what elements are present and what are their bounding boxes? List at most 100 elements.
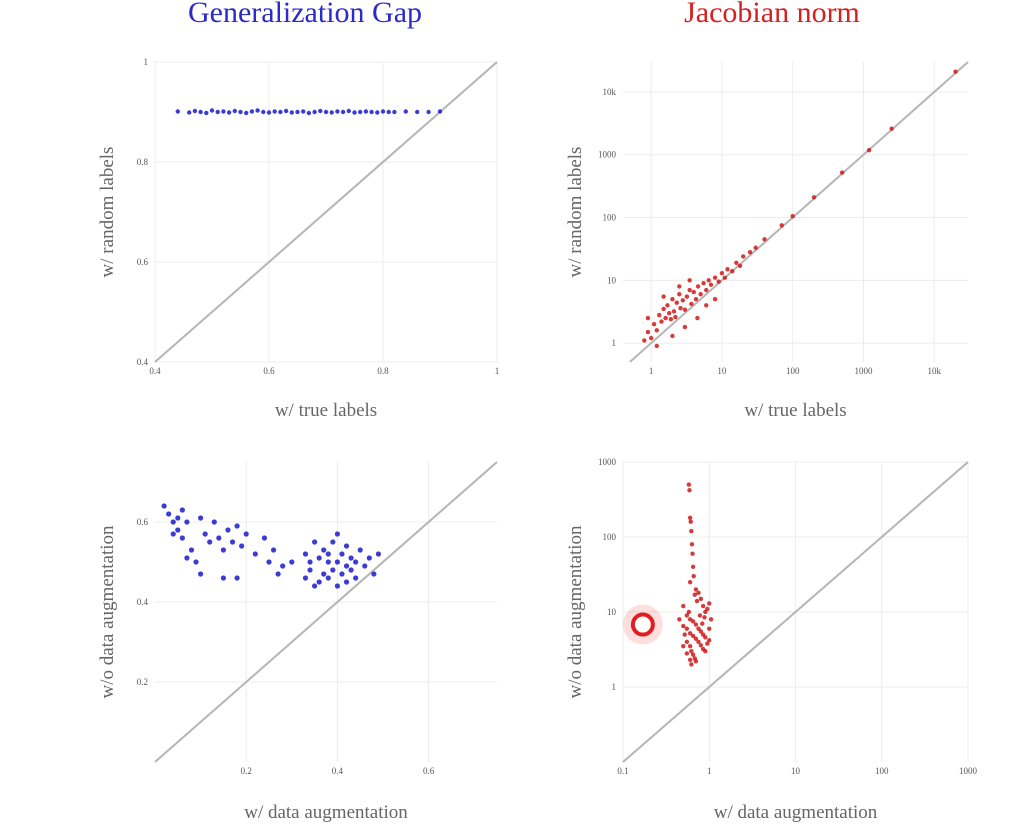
data-point bbox=[234, 523, 240, 529]
data-point bbox=[747, 250, 753, 255]
x-tick-label: 0.4 bbox=[332, 766, 344, 776]
data-point bbox=[252, 551, 258, 557]
data-point bbox=[366, 555, 372, 561]
data-point bbox=[249, 109, 255, 114]
data-point bbox=[691, 574, 696, 579]
data-point bbox=[682, 324, 688, 330]
data-point bbox=[329, 110, 334, 115]
data-point bbox=[175, 515, 181, 521]
data-point bbox=[654, 343, 659, 349]
data-point bbox=[698, 629, 704, 634]
data-point bbox=[661, 306, 666, 312]
data-point bbox=[198, 109, 203, 115]
data-point bbox=[677, 617, 682, 622]
data-point bbox=[684, 613, 690, 618]
data-point bbox=[307, 567, 313, 573]
data-point bbox=[689, 649, 694, 654]
data-point bbox=[198, 515, 204, 521]
data-point bbox=[753, 245, 758, 250]
data-point bbox=[703, 609, 708, 615]
data-point bbox=[839, 170, 845, 175]
data-point bbox=[234, 575, 240, 581]
data-point bbox=[690, 619, 696, 624]
data-point bbox=[220, 547, 226, 553]
y-tick-label: 0.6 bbox=[137, 257, 149, 267]
data-point bbox=[677, 292, 682, 297]
data-point bbox=[697, 613, 703, 618]
data-point bbox=[693, 622, 699, 627]
data-point bbox=[339, 551, 345, 557]
data-point bbox=[346, 108, 351, 114]
y-tick-label: 10 bbox=[607, 275, 617, 285]
data-point bbox=[358, 109, 363, 115]
y-tick-label: 1000 bbox=[598, 150, 617, 160]
x-tick-label: 10k bbox=[927, 366, 941, 376]
data-point bbox=[687, 488, 692, 493]
data-point bbox=[352, 110, 357, 115]
data-point bbox=[215, 109, 220, 115]
data-point bbox=[334, 531, 340, 537]
data-point bbox=[712, 297, 718, 302]
data-point bbox=[330, 539, 336, 545]
data-point bbox=[707, 626, 712, 631]
data-point bbox=[705, 606, 710, 612]
y-axis-label: w/o data augmentation bbox=[565, 525, 586, 699]
y-tick-label: 1 bbox=[144, 57, 149, 67]
y-tick-label: 0.2 bbox=[137, 677, 148, 687]
x-tick-label: 10 bbox=[791, 766, 801, 776]
y-axis-label: w/ random labels bbox=[97, 147, 118, 278]
data-point bbox=[330, 567, 336, 573]
x-tick-label: 0.8 bbox=[377, 366, 389, 376]
y-tick-label: 1000 bbox=[598, 457, 617, 467]
y-tick-label: 1 bbox=[612, 338, 617, 348]
data-point bbox=[730, 268, 735, 274]
data-point bbox=[700, 603, 706, 609]
data-point bbox=[690, 633, 696, 639]
data-point bbox=[166, 511, 172, 517]
data-point bbox=[198, 571, 204, 577]
data-point bbox=[702, 615, 707, 620]
data-point bbox=[866, 148, 872, 153]
data-point bbox=[334, 559, 340, 565]
data-point bbox=[312, 539, 318, 545]
data-point bbox=[289, 559, 295, 565]
data-point bbox=[681, 603, 686, 609]
data-point bbox=[306, 110, 312, 116]
data-point bbox=[301, 109, 306, 114]
x-tick-label: 0.2 bbox=[241, 766, 252, 776]
data-point bbox=[707, 601, 712, 606]
data-point bbox=[229, 539, 236, 545]
data-point bbox=[316, 579, 322, 585]
data-point bbox=[704, 287, 709, 293]
data-point bbox=[386, 109, 391, 115]
data-point bbox=[706, 278, 711, 283]
data-point bbox=[353, 575, 359, 581]
data-point bbox=[779, 223, 784, 228]
data-point bbox=[371, 571, 377, 577]
data-point bbox=[321, 547, 327, 553]
data-point bbox=[665, 303, 670, 308]
data-point bbox=[261, 109, 266, 115]
data-point bbox=[239, 543, 245, 549]
data-point bbox=[278, 109, 283, 115]
data-point bbox=[369, 109, 374, 115]
data-point bbox=[325, 559, 331, 565]
data-point bbox=[339, 571, 345, 577]
data-point bbox=[266, 110, 272, 115]
data-point bbox=[211, 519, 217, 525]
data-point bbox=[238, 109, 243, 115]
data-point bbox=[188, 547, 195, 553]
data-point bbox=[682, 307, 688, 312]
x-tick-label: 10 bbox=[717, 366, 727, 376]
data-point bbox=[695, 315, 700, 321]
data-point bbox=[684, 639, 690, 645]
data-point bbox=[689, 542, 695, 547]
data-point bbox=[681, 643, 686, 649]
data-point bbox=[353, 559, 359, 565]
x-axis-label: w/ true labels bbox=[744, 400, 846, 421]
data-point bbox=[700, 621, 705, 626]
